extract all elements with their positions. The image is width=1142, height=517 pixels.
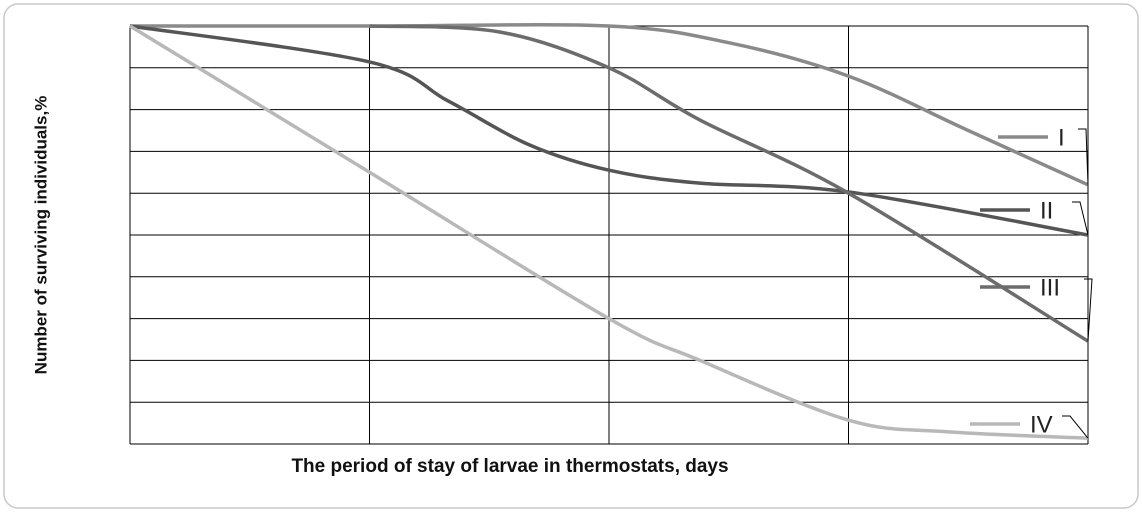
y-axis-label: Number of surviving individuals,% <box>31 96 50 375</box>
x-axis-label: The period of stay of larvae in thermost… <box>291 456 728 477</box>
legend-label: IV <box>1030 411 1053 438</box>
frame <box>3 3 1139 509</box>
line-series <box>129 24 1089 237</box>
legend-leader <box>1084 278 1093 342</box>
legend-label: I <box>1058 124 1065 151</box>
legend-leader <box>1078 128 1089 185</box>
line-series <box>369 24 1089 343</box>
legend-label: III <box>1040 274 1060 301</box>
legend-label: II <box>1040 197 1053 224</box>
legend-leader <box>1072 201 1089 236</box>
line-series <box>129 23 1089 187</box>
legend-leader <box>1062 415 1089 439</box>
line-series <box>129 24 1089 440</box>
